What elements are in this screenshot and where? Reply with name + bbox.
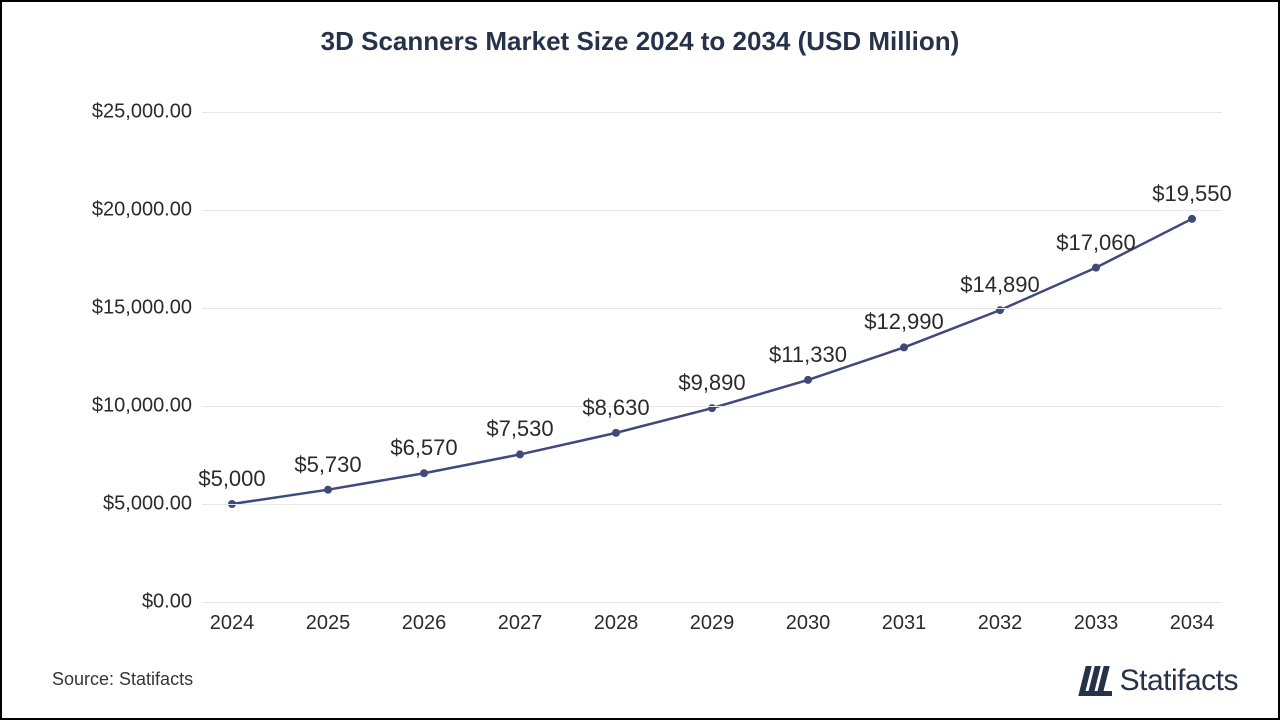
data-point <box>516 450 524 458</box>
data-label: $8,630 <box>582 395 649 421</box>
brand-logo-icon <box>1082 666 1114 696</box>
data-label: $7,530 <box>486 416 553 442</box>
brand-name: Statifacts <box>1120 664 1238 698</box>
data-point <box>420 469 428 477</box>
x-tick-label: 2027 <box>498 612 543 635</box>
data-point <box>900 343 908 351</box>
data-label: $5,730 <box>294 452 361 478</box>
x-tick-label: 2033 <box>1074 612 1119 635</box>
x-tick-label: 2029 <box>690 612 735 635</box>
grid-line <box>202 504 1222 505</box>
data-point <box>612 429 620 437</box>
data-label: $5,000 <box>198 466 265 492</box>
data-label: $12,990 <box>864 309 944 335</box>
x-tick-label: 2028 <box>594 612 639 635</box>
y-tick-label: $10,000.00 <box>52 395 192 418</box>
grid-line <box>202 210 1222 211</box>
grid-line <box>202 602 1222 603</box>
x-tick-label: 2031 <box>882 612 927 635</box>
y-tick-label: $5,000.00 <box>52 493 192 516</box>
data-point <box>1188 215 1196 223</box>
plot-area: $0.00$5,000.00$10,000.00$15,000.00$20,00… <box>202 112 1222 602</box>
y-tick-label: $25,000.00 <box>52 101 192 124</box>
brand: Statifacts <box>1082 664 1238 698</box>
data-label: $11,330 <box>769 342 847 368</box>
x-tick-label: 2030 <box>786 612 831 635</box>
y-tick-label: $15,000.00 <box>52 297 192 320</box>
data-label: $17,060 <box>1056 230 1136 256</box>
y-tick-label: $20,000.00 <box>52 199 192 222</box>
chart-frame: 3D Scanners Market Size 2024 to 2034 (US… <box>0 0 1280 720</box>
chart-title: 3D Scanners Market Size 2024 to 2034 (US… <box>2 26 1278 57</box>
grid-line <box>202 308 1222 309</box>
x-tick-label: 2026 <box>402 612 447 635</box>
x-tick-label: 2025 <box>306 612 351 635</box>
data-label: $9,890 <box>678 370 745 396</box>
grid-line <box>202 406 1222 407</box>
x-tick-label: 2024 <box>210 612 255 635</box>
series-line <box>232 219 1192 504</box>
grid-line <box>202 112 1222 113</box>
y-tick-label: $0.00 <box>52 591 192 614</box>
data-label: $6,570 <box>390 435 457 461</box>
source-text: Source: Statifacts <box>52 669 193 690</box>
data-point <box>324 486 332 494</box>
data-point <box>804 376 812 384</box>
x-tick-label: 2032 <box>978 612 1023 635</box>
x-tick-label: 2034 <box>1170 612 1215 635</box>
data-label: $14,890 <box>960 272 1040 298</box>
data-point <box>1092 264 1100 272</box>
data-label: $19,550 <box>1152 181 1232 207</box>
line-series <box>202 112 1222 602</box>
